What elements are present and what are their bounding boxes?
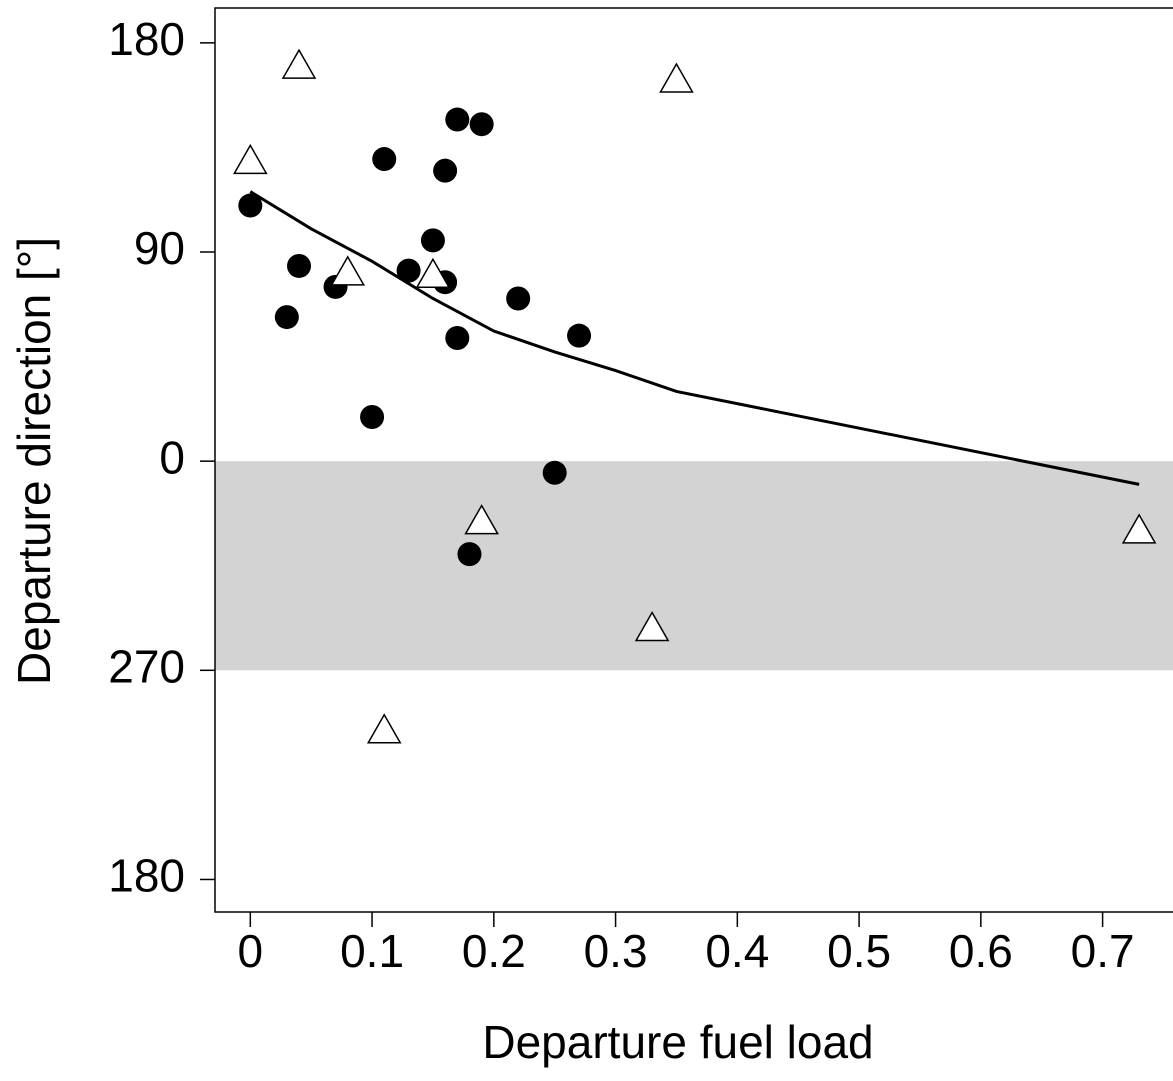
x-tick-label: 0.1 <box>340 925 404 977</box>
point <box>420 228 445 253</box>
point <box>445 325 470 350</box>
point <box>433 158 458 183</box>
point <box>469 112 494 137</box>
triangle-point <box>415 257 451 288</box>
triangle-point <box>659 62 694 93</box>
triangle-point <box>366 713 402 744</box>
shaded-band <box>215 461 1173 671</box>
plot-frame <box>214 7 1173 913</box>
y-axis-label: Departure direction [°] <box>8 237 60 685</box>
x-tick-label: 0 <box>238 925 264 977</box>
x-tick-label: 0.6 <box>949 925 1013 977</box>
triangle-point <box>464 504 499 535</box>
point <box>396 258 421 283</box>
triangle-point <box>233 143 268 175</box>
triangle-point <box>634 610 670 642</box>
y-tick-label: 180 <box>108 13 185 65</box>
triangle-point <box>330 255 366 286</box>
triangle-point <box>281 48 317 79</box>
point <box>445 107 470 132</box>
point <box>238 193 263 218</box>
point <box>274 305 299 330</box>
y-tick-label: 270 <box>108 640 185 692</box>
x-tick-label: 0.3 <box>584 925 648 977</box>
point <box>542 460 567 485</box>
x-tick-label: 0.5 <box>827 925 891 977</box>
point <box>360 405 385 430</box>
point <box>457 542 482 567</box>
point <box>567 323 592 348</box>
x-tick-label: 0.4 <box>705 925 769 977</box>
triangle-point <box>1121 513 1157 544</box>
y-tick-label: 180 <box>108 850 185 902</box>
point <box>287 253 312 278</box>
y-tick-label: 0 <box>159 431 185 483</box>
x-tick-label: 0.2 <box>462 925 526 977</box>
y-tick-label: 90 <box>134 222 185 274</box>
x-axis-label: Departure fuel load <box>482 1016 873 1068</box>
trend-line <box>249 190 1140 486</box>
x-tick-label: 0.7 <box>1071 925 1135 977</box>
point <box>506 286 531 311</box>
point <box>372 147 397 172</box>
